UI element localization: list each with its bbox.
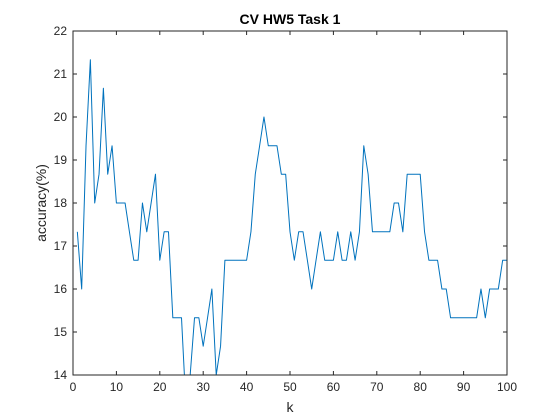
y-axis-label: accuracy(%) [33, 164, 49, 242]
x-tick-label: 60 [327, 380, 341, 394]
y-tick-label: 19 [54, 153, 68, 167]
series-layer [76, 59, 507, 375]
y-tick-label: 16 [54, 282, 68, 296]
y-tick-label: 14 [54, 368, 68, 382]
x-tick-label: 80 [414, 380, 428, 394]
x-tick-label: 20 [153, 380, 167, 394]
chart-title: CV HW5 Task 1 [240, 11, 341, 27]
y-tick-label: 15 [54, 325, 68, 339]
x-tick-label: 50 [283, 380, 297, 394]
plot-area [73, 31, 507, 375]
y-tick-label: 22 [54, 24, 68, 38]
series-line-1 [76, 59, 507, 375]
x-axis: 0 10 20 30 40 50 60 70 80 90 100 [70, 31, 517, 394]
y-axis: 14 15 16 17 18 19 20 21 22 [54, 24, 507, 382]
x-tick-label: 30 [197, 380, 211, 394]
x-axis-label: k [287, 399, 295, 415]
y-tick-label: 20 [54, 110, 68, 124]
x-tick-label: 70 [370, 380, 384, 394]
x-tick-label: 100 [497, 380, 517, 394]
x-tick-label: 40 [240, 380, 254, 394]
y-tick-label: 21 [54, 67, 68, 81]
y-tick-label: 18 [54, 196, 68, 210]
x-tick-label: 10 [110, 380, 124, 394]
x-tick-label: 0 [70, 380, 77, 394]
x-tick-label: 90 [457, 380, 471, 394]
y-tick-label: 17 [54, 239, 68, 253]
